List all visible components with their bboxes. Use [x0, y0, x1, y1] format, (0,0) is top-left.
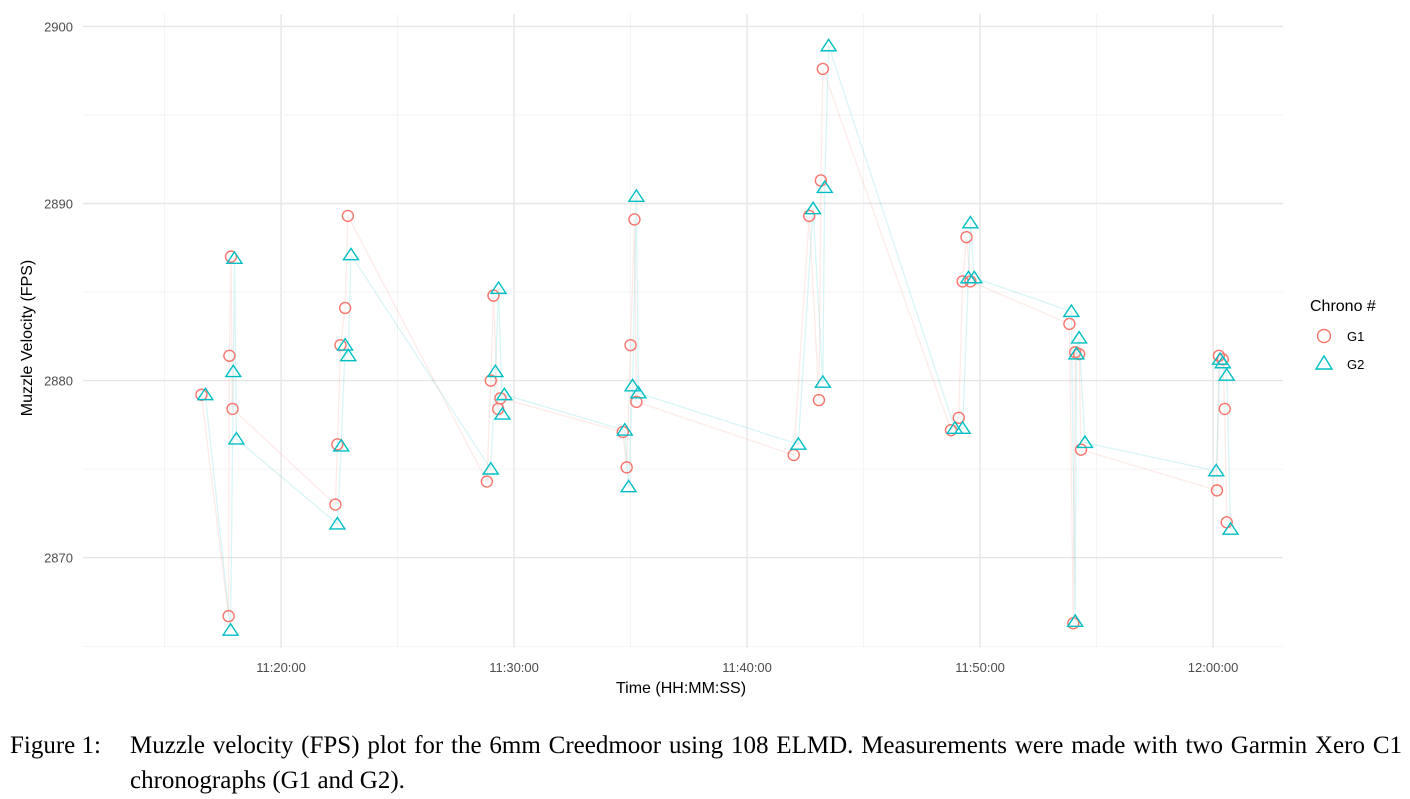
data-point-g2	[814, 374, 832, 388]
data-point-g1	[1063, 317, 1076, 331]
data-point-g2	[332, 438, 351, 452]
data-point-g1	[222, 609, 235, 623]
data-point-g2	[804, 201, 822, 215]
data-point-g1	[223, 349, 236, 362]
data-point-g2	[961, 215, 980, 229]
data-point-g1	[484, 374, 497, 387]
data-point-g2	[1217, 367, 1236, 381]
data-point-g2	[493, 406, 512, 420]
data-point-g2	[328, 516, 347, 530]
data-point-g1	[628, 213, 641, 226]
data-point-g2	[339, 348, 358, 362]
data-point-g2	[336, 337, 354, 351]
data-point-g1	[816, 62, 830, 76]
data-point-g1	[803, 209, 816, 223]
figure-caption: Figure 1: Muzzle velocity (FPS) plot for…	[10, 728, 1402, 798]
data-point-g2	[1221, 521, 1240, 535]
data-point-g2	[481, 461, 500, 475]
data-point-g1	[329, 498, 342, 511]
data-point-g1	[952, 411, 965, 424]
data-point-g2	[1207, 463, 1226, 477]
x-tick-label: 11:50:00	[955, 660, 1005, 675]
data-point-g2	[1070, 330, 1088, 344]
series-line-g2	[204, 45, 1232, 631]
data-point-g1	[341, 209, 355, 223]
data-point-g2	[227, 431, 246, 445]
data-point-g1	[226, 402, 239, 416]
data-point-g2	[342, 247, 360, 261]
legend-title: Chrono #	[1310, 298, 1376, 315]
x-axis-title: Time (HH:MM:SS)	[616, 680, 746, 697]
data-point-g1	[624, 338, 637, 352]
series-line-g1	[200, 68, 1228, 624]
legend-g2-marker	[1314, 354, 1334, 370]
legend: Chrono # G1 G2	[1310, 298, 1376, 372]
data-point-g2	[225, 250, 244, 264]
data-point-g2	[619, 479, 638, 493]
data-point-g2	[629, 385, 648, 399]
y-axis-title: Muzzle Velocity (FPS)	[19, 260, 36, 416]
tick-labels: 11:20:00 11:30:00 11:40:00 11:50:00 12:00:00…	[44, 19, 1238, 675]
caption-number: Figure 1:	[10, 732, 101, 759]
data-point-g2	[489, 280, 508, 295]
x-tick-label: 11:20:00	[256, 660, 306, 675]
data-point-g1	[960, 230, 973, 244]
legend-g2-label: G2	[1347, 357, 1364, 372]
x-tick-label: 12:00:00	[1188, 660, 1239, 675]
data-point-g2	[1067, 346, 1086, 360]
legend-g1-marker	[1316, 328, 1332, 344]
legend-g1-label: G1	[1347, 329, 1364, 344]
y-tick-label: 2890	[44, 196, 73, 211]
data-point-g2	[1062, 303, 1081, 318]
data-point-g2	[623, 378, 642, 392]
scatter-chart: 11:20:00 11:30:00 11:40:00 11:50:00 12:00:00…	[19, 14, 1376, 697]
data-point-g2	[224, 363, 243, 378]
x-tick-label: 11:40:00	[722, 660, 772, 675]
data-point-g2	[815, 179, 834, 194]
data-point-g2	[1214, 355, 1232, 369]
data-point-g1	[1218, 402, 1231, 416]
data-point-g2	[965, 270, 984, 284]
grid-lines	[83, 14, 1283, 648]
data-point-g1	[480, 475, 494, 488]
y-tick-label: 2900	[44, 19, 73, 34]
data-point-g1	[331, 438, 344, 451]
data-point-g1	[1210, 484, 1224, 497]
data-point-g2	[953, 420, 972, 434]
data-point-g2	[1076, 434, 1094, 449]
data-point-g2	[495, 386, 514, 401]
caption-text: Muzzle velocity (FPS) plot for the 6mm C…	[130, 732, 1402, 794]
data-point-g1	[338, 301, 352, 315]
data-point-g1	[1074, 443, 1088, 456]
data-point-g1	[812, 393, 826, 407]
data-point-g2	[486, 363, 505, 378]
data-point-g2	[196, 386, 215, 401]
connecting-lines	[200, 45, 1232, 631]
data-point-g2	[221, 622, 240, 636]
data-point-g2	[627, 188, 646, 202]
y-tick-label: 2870	[44, 551, 73, 566]
data-point-g1	[620, 461, 633, 474]
data-points	[195, 38, 1240, 636]
data-point-g1	[224, 250, 238, 263]
data-point-g2	[819, 38, 838, 52]
x-tick-label: 11:30:00	[489, 660, 539, 675]
y-tick-label: 2880	[44, 374, 73, 389]
data-point-g1	[630, 395, 643, 409]
data-point-g1	[494, 392, 507, 405]
data-point-g2	[789, 436, 808, 450]
data-point-g2	[615, 422, 634, 436]
data-point-g2	[1066, 613, 1085, 628]
